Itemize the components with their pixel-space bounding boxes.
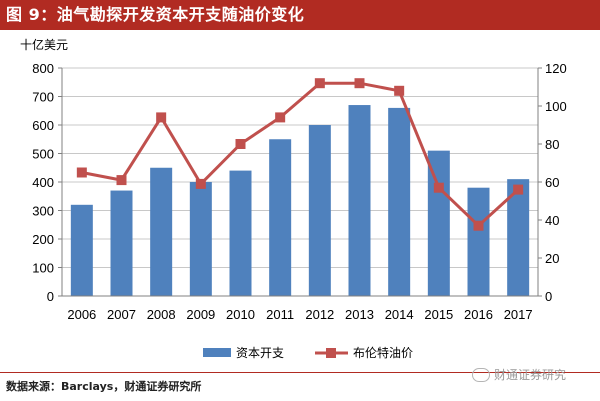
y2-tick-label: 60 (545, 175, 559, 190)
bar (269, 139, 292, 296)
x-tick-label: 2006 (67, 307, 96, 322)
watermark: 财通证券研究 (472, 366, 566, 383)
y2-tick-label: 0 (545, 289, 552, 304)
line-series (76, 78, 524, 231)
bar (308, 125, 331, 296)
legend-bar-label: 资本开支 (236, 346, 284, 360)
line-marker (235, 139, 246, 149)
legend-line-label: 布伦特油价 (353, 345, 413, 360)
x-tick-label: 2008 (147, 307, 176, 322)
line-marker (275, 112, 286, 123)
legend: 资本开支 布伦特油价 (203, 345, 413, 360)
y-tick-label: 600 (32, 118, 54, 133)
wechat-icon (472, 367, 490, 382)
x-tick-label: 2017 (504, 307, 533, 322)
y-tick-label: 200 (32, 232, 54, 247)
chart: 0 100 200 300 400 500 600 700 800 0 20 40 60 80 100 120… (20, 37, 567, 360)
y-tick-label: 100 (32, 261, 54, 276)
bar-series (70, 105, 530, 297)
y-tick-label: 500 (32, 147, 54, 162)
x-tick-label: 2013 (345, 307, 374, 322)
line-marker (156, 112, 167, 123)
bar (150, 167, 173, 296)
y2-tick-label: 120 (545, 61, 567, 76)
bar (427, 150, 450, 296)
line-marker (513, 184, 524, 195)
bar (189, 182, 212, 296)
x-tick-label: 2016 (464, 307, 493, 322)
x-tick-label: 2009 (186, 307, 215, 322)
y-tick-label: 300 (32, 204, 54, 219)
line-marker (116, 175, 127, 186)
x-tick-label: 2012 (305, 307, 334, 322)
tick-labels: 0 100 200 300 400 500 600 700 800 0 20 40 60 80 100 120… (32, 61, 566, 322)
line-marker (76, 167, 87, 178)
line-marker (314, 78, 325, 89)
bar (70, 204, 93, 296)
x-tick-label: 2015 (424, 307, 453, 322)
watermark-text: 财通证券研究 (494, 368, 567, 382)
bar (348, 105, 371, 296)
y2-tick-label: 40 (545, 213, 559, 228)
y2-tick-label: 100 (545, 99, 567, 114)
figure-title: 图 9：油气勘探开发资本开支随油价变化 (0, 0, 600, 30)
bar (229, 170, 252, 296)
x-tick-label: 2014 (385, 307, 414, 322)
bar (467, 187, 490, 296)
x-tick-label: 2011 (266, 307, 294, 322)
legend-line-marker (326, 348, 336, 358)
x-tick-label: 2007 (107, 307, 136, 322)
bar (388, 107, 411, 297)
line-marker (195, 178, 206, 189)
legend-bar-swatch (203, 348, 231, 357)
y-axis-unit-label: 十亿美元 (20, 37, 68, 52)
x-tick-label: 2010 (226, 307, 255, 322)
line-marker (394, 85, 405, 96)
y2-tick-label: 80 (545, 137, 559, 152)
line-marker (433, 182, 444, 193)
footer-divider (0, 372, 600, 373)
bar (110, 190, 133, 296)
line-marker (473, 220, 484, 231)
line-marker (354, 78, 365, 89)
y-tick-label: 700 (32, 90, 54, 105)
oil-price-line (81, 81, 520, 228)
y-tick-label: 400 (32, 175, 54, 190)
y-tick-label: 800 (32, 61, 54, 76)
bar (507, 179, 530, 296)
axes (58, 67, 542, 297)
gridlines (62, 67, 538, 268)
source-note: 数据来源：Barclays，财通证券研究所 (6, 380, 202, 393)
y-tick-label: 0 (47, 289, 54, 304)
y2-tick-label: 20 (545, 251, 559, 266)
